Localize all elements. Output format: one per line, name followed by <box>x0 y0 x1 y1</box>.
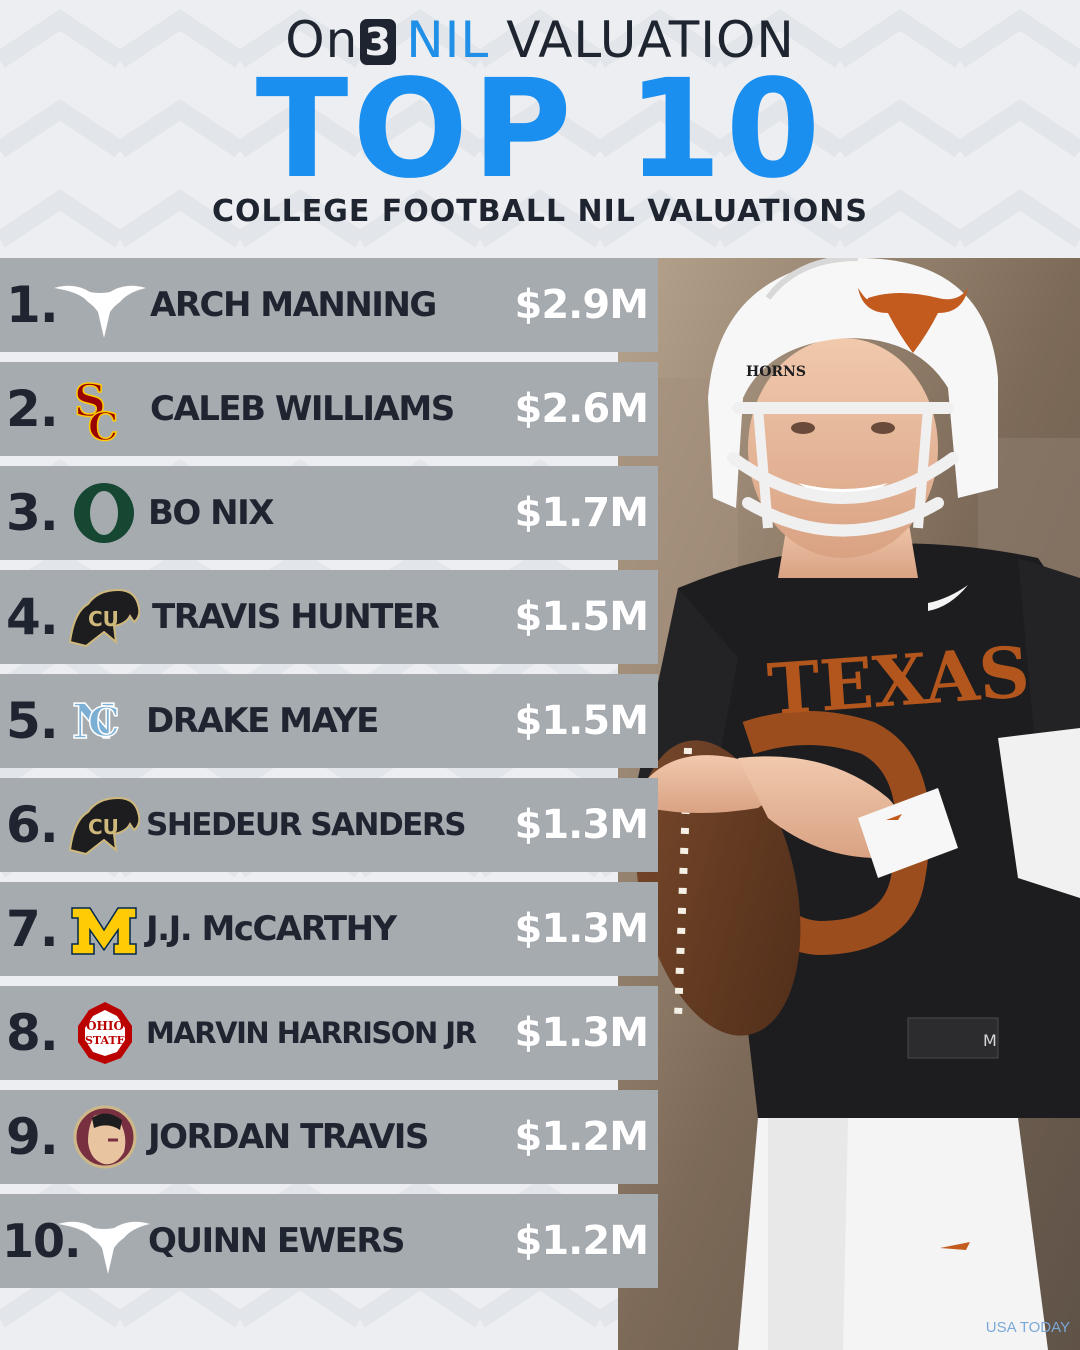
nil-value: $1.3M <box>514 1010 649 1056</box>
helmet-text: HORNS <box>746 364 806 380</box>
nil-value: $1.5M <box>514 594 649 640</box>
svg-text:CU: CU <box>88 815 119 839</box>
texas-longhorns-icon <box>54 285 146 338</box>
ohio-state-icon: OHIO STATE <box>78 1002 132 1064</box>
ranking-row-6: 6. CU SHEDEUR SANDERS $1.3M <box>0 778 658 872</box>
unc-tar-heels-icon: N C <box>71 693 120 751</box>
ranking-row-9: 9. JORDAN TRAVIS $1.2M <box>0 1090 658 1184</box>
ranking-row-4: 4. CU TRAVIS HUNTER $1.5M <box>0 570 658 664</box>
nil-value: $1.3M <box>514 802 649 848</box>
photo-credit: USA TODAY <box>985 1319 1070 1336</box>
brand-line: On 3 NIL VALUATION <box>0 10 1080 70</box>
svg-text:N: N <box>72 694 116 750</box>
rank-number: 4. <box>6 588 59 646</box>
ranking-row-3: 3. BO NIX $1.7M <box>0 466 658 560</box>
ranking-row-7: 7. J.J. McCARTHY $1.3M <box>0 882 658 976</box>
rank-number: 1. <box>6 276 59 334</box>
svg-text:CU: CU <box>88 607 119 631</box>
ranking-row-1: 1. ARCH MANNING $2.9M <box>0 258 658 352</box>
michigan-block-m-icon <box>71 907 137 955</box>
player-name: TRAVIS HUNTER <box>152 597 440 637</box>
nil-value: $2.6M <box>514 386 649 432</box>
player-name: ARCH MANNING <box>150 285 437 325</box>
nil-value: $1.7M <box>514 490 649 536</box>
player-name: J.J. McCARTHY <box>146 909 397 949</box>
rank-number: 3. <box>6 484 59 542</box>
colorado-buffalo-icon: CU <box>68 588 141 648</box>
player-name: JORDAN TRAVIS <box>148 1117 429 1157</box>
rank-number: 7. <box>6 900 59 958</box>
usc-trojans-icon: S C <box>73 375 119 444</box>
svg-text:S: S <box>74 376 106 427</box>
svg-text:OHIO: OHIO <box>86 1019 124 1033</box>
brand-on3-badge: 3 <box>360 19 397 65</box>
player-photo: TEXAS M HORNS USA TODAY <box>618 258 1080 1350</box>
svg-text:STATE: STATE <box>85 1034 125 1047</box>
ranking-row-10: 10. QUINN EWERS $1.2M <box>0 1194 658 1288</box>
florida-state-seminole-icon <box>73 1105 137 1169</box>
svg-text:C: C <box>88 699 120 746</box>
oregon-o-icon <box>74 483 134 543</box>
ranking-row-8: 8. OHIO STATE MARVIN HARRISON JR $1.3M <box>0 986 658 1080</box>
rank-number: 2. <box>6 380 59 438</box>
player-name: BO NIX <box>148 493 274 533</box>
player-name: CALEB WILLIAMS <box>150 389 455 429</box>
svg-text:C: C <box>88 404 118 444</box>
brand-on3-logo-text: On <box>285 11 359 69</box>
texas-longhorns-icon <box>58 1221 150 1274</box>
player-name: DRAKE MAYE <box>146 701 379 741</box>
player-name: SHEDEUR SANDERS <box>146 807 467 843</box>
ranking-row-5: 5. N C DRAKE MAYE $1.5M <box>0 674 658 768</box>
rank-number: 6. <box>6 796 59 854</box>
brand-valuation-text: VALUATION <box>506 11 795 69</box>
rankings-list: 1. ARCH MANNING $2.9M 2. S C CALEB WILLI… <box>0 258 658 1288</box>
nil-value: $1.3M <box>514 906 649 952</box>
player-name: MARVIN HARRISON JR <box>146 1016 477 1050</box>
rank-number: 8. <box>6 1004 59 1062</box>
rank-number: 5. <box>6 692 59 750</box>
page-title: TOP 10 <box>255 51 825 209</box>
nil-value: $1.2M <box>514 1114 649 1160</box>
colorado-buffalo-icon: CU <box>68 796 141 856</box>
ranking-row-2: 2. S C CALEB WILLIAMS $2.6M <box>0 362 658 456</box>
rank-number: 9. <box>6 1108 59 1166</box>
player-name: QUINN EWERS <box>148 1221 406 1261</box>
brand-nil-text: NIL <box>406 11 490 69</box>
size-tag-text: M <box>983 1031 997 1050</box>
nil-value: $2.9M <box>514 282 649 328</box>
nil-value: $1.5M <box>514 698 649 744</box>
nil-value: $1.2M <box>514 1218 649 1264</box>
page-subtitle: COLLEGE FOOTBALL NIL VALUATIONS <box>212 194 868 229</box>
